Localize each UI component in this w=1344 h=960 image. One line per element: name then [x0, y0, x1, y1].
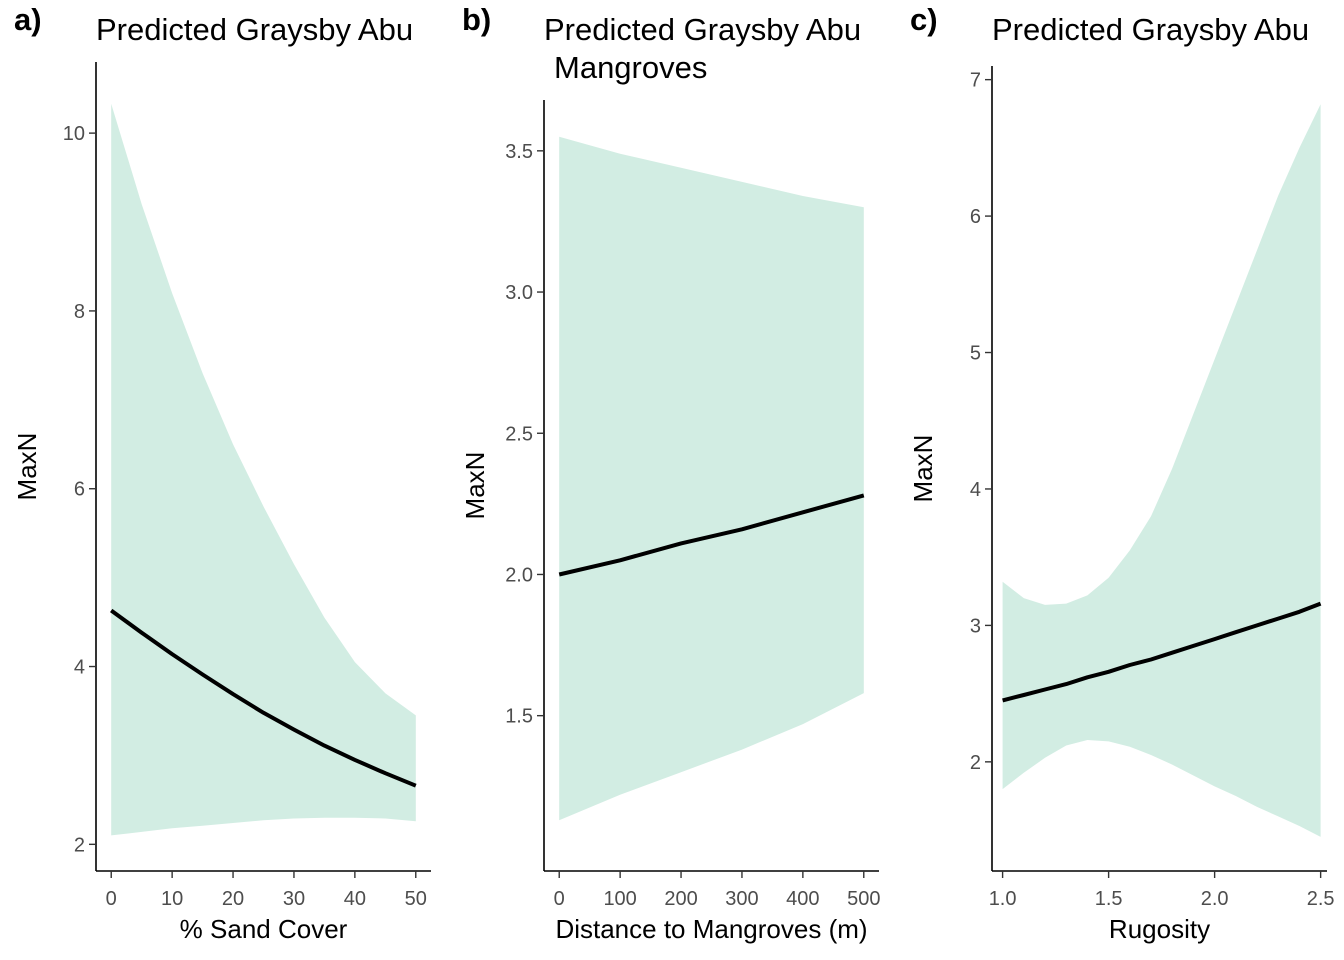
x-tick-label: 400 [786, 888, 819, 910]
x-axis-label: % Sand Cover [180, 914, 348, 944]
x-tick-label: 0 [554, 888, 565, 910]
y-axis-label: MaxN [908, 435, 938, 503]
x-axis-label: Rugosity [1109, 914, 1210, 944]
y-tick-label: 4 [74, 657, 85, 679]
x-tick-label: 20 [222, 888, 244, 910]
y-tick-label: 1.5 [505, 706, 533, 728]
panel-3: 1.0 1.5 2.0 2.5 2 3 4 5 6 7 Rugosity MaxN c) Predicte… [908, 2, 1335, 944]
y-tick-label: 6 [74, 479, 85, 501]
y-tick-label: 3 [970, 615, 981, 637]
x-tick-label: 1.5 [1095, 888, 1123, 910]
x-tick-label: 1.0 [989, 888, 1017, 910]
x-tick-label: 0 [106, 888, 117, 910]
panel-label: c) [910, 2, 938, 37]
y-tick-label: 3.5 [505, 141, 533, 163]
x-tick-label: 30 [283, 888, 305, 910]
y-axis-label: MaxN [12, 433, 42, 501]
fitted-line [558, 493, 865, 577]
y-tick-label: 6 [970, 206, 981, 228]
confidence-ribbon [1002, 104, 1321, 837]
x-tick-label: 200 [664, 888, 697, 910]
chart-title: Predicted Graysby Abu [992, 12, 1309, 47]
x-tick-label: 2.0 [1201, 888, 1229, 910]
chart-title: Predicted Graysby Abu [96, 12, 413, 47]
y-tick-label: 10 [63, 123, 85, 145]
confidence-ribbon [559, 136, 864, 821]
x-tick-label: 100 [603, 888, 636, 910]
panel-1: 0 10 20 30 40 50 2 4 6 8 10 % Sand Cover MaxN a) Predi… [12, 2, 431, 944]
x-tick-label: 50 [405, 888, 427, 910]
y-tick-label: 5 [970, 343, 981, 365]
x-tick-label: 2.5 [1307, 888, 1335, 910]
fitted-line [1002, 601, 1322, 703]
y-tick-label: 2 [970, 752, 981, 774]
fitted-line [110, 608, 417, 788]
chart-title: Predicted Graysby Abu [544, 12, 861, 47]
y-axis-label: MaxN [460, 452, 490, 520]
x-tick-label: 300 [725, 888, 758, 910]
y-tick-label: 8 [74, 301, 85, 323]
confidence-ribbon [111, 103, 416, 836]
y-tick-label: 2 [74, 834, 85, 856]
panel-label: a) [14, 2, 42, 37]
x-tick-label: 500 [847, 888, 880, 910]
y-tick-label: 2.0 [505, 564, 533, 586]
chart-title-line-2: Mangroves [554, 50, 707, 85]
x-tick-label: 40 [344, 888, 366, 910]
y-tick-label: 2.5 [505, 423, 533, 445]
y-tick-label: 7 [970, 70, 981, 92]
panel-label: b) [462, 2, 491, 37]
y-tick-label: 3.0 [505, 282, 533, 304]
y-tick-label: 4 [970, 479, 981, 501]
panel-2: 0 100 200 300 400 500 1.5 2.0 2.5 3.0 3.5 Distance … [460, 2, 880, 944]
x-tick-label: 10 [161, 888, 183, 910]
x-axis-label: Distance to Mangroves (m) [555, 914, 867, 944]
